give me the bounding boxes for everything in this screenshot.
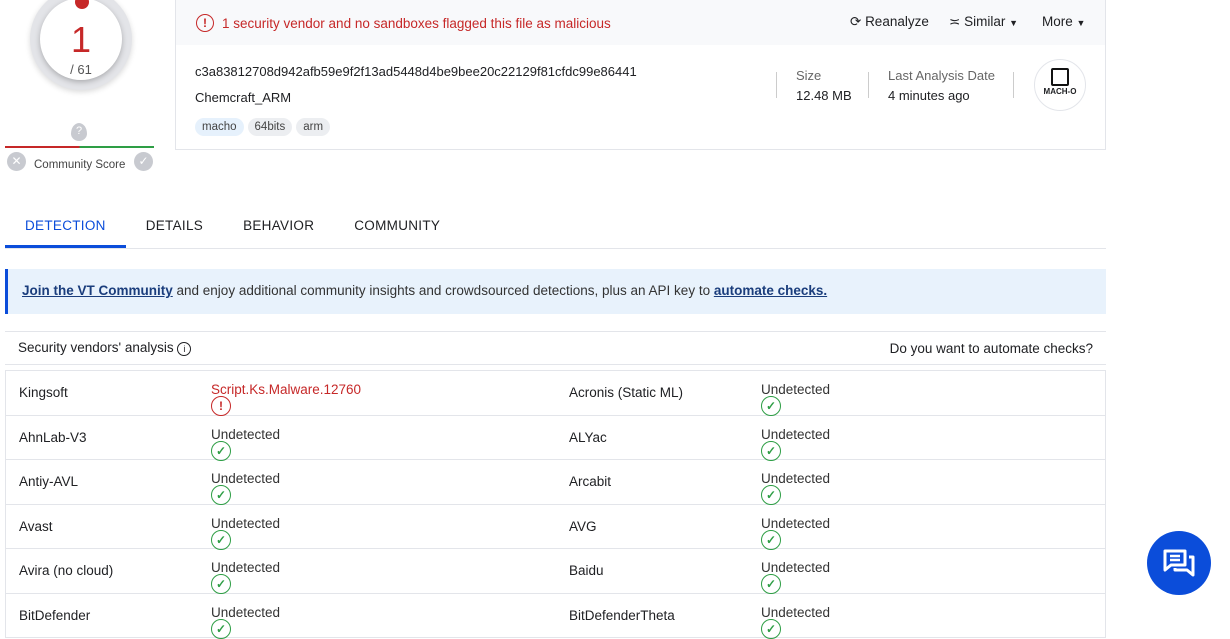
vendor-name: Acronis (Static ML) — [569, 385, 684, 400]
vendor-name: AVG — [569, 518, 597, 534]
vendor-name: BitDefender — [19, 607, 91, 623]
alert-icon: ! — [196, 14, 214, 32]
detection-result: ✓ Undetected — [761, 516, 830, 550]
tab-detection[interactable]: DETECTION — [5, 205, 126, 248]
divider — [776, 72, 777, 98]
analysis-header: Security vendors' analysis i Do you want… — [5, 331, 1106, 365]
reanalyze-button[interactable]: ⟳ Reanalyze — [850, 14, 929, 29]
check-circle-icon: ✓ — [761, 618, 781, 639]
more-button[interactable]: More ▼ — [1042, 14, 1086, 29]
tag[interactable]: arm — [296, 118, 331, 136]
table-row: Kingsoft ! Script.Ks.Malware.12760 Acronis… — [6, 371, 1105, 416]
detection-result: ✓ Undetected — [761, 382, 830, 416]
chat-icon — [1163, 549, 1195, 577]
vendor-name: ALYac — [569, 429, 607, 445]
last-analysis-date: 4 minutes ago — [888, 88, 970, 103]
vendor-name: BitDefenderTheta — [569, 607, 675, 623]
vendor-name: Antiy-AVL — [19, 474, 79, 489]
automate-checks-prompt[interactable]: Do you want to automate checks? — [889, 340, 1093, 356]
check-circle-icon: ✓ — [761, 396, 781, 416]
community-score-marker-icon: ? — [71, 123, 87, 141]
file-tags: macho 64bits arm — [195, 118, 334, 136]
detection-result: ! Script.Ks.Malware.12760 — [211, 382, 361, 416]
vendor-name: Avira (no cloud) — [19, 563, 114, 578]
alert-banner: ! 1 security vendor and no sandboxes flag… — [176, 0, 1105, 45]
detection-score: 1 / 61 — [40, 0, 122, 80]
file-name: Chemcraft_ARM — [195, 90, 292, 105]
vendor-name: AhnLab-V3 — [19, 429, 87, 445]
score-indicator-dot — [75, 0, 89, 9]
chat-button[interactable] — [1147, 531, 1211, 595]
check-circle-icon: ✓ — [761, 574, 781, 594]
check-circle-icon: ✓ — [761, 529, 781, 550]
detection-result: ✓ Undetected — [761, 471, 830, 505]
table-row: Antiy-AVL ✓ Undetected Arcabit ✓ Undetected — [6, 460, 1105, 505]
vendor-name: Baidu — [569, 563, 604, 578]
divider — [868, 72, 869, 98]
similar-button[interactable]: ≍ Similar ▼ — [949, 14, 1019, 29]
macho-file-type-icon: MACH-O — [1034, 59, 1086, 111]
community-score-label: Community Score — [34, 159, 126, 171]
alert-icon: ! — [211, 396, 231, 416]
file-summary-card: ! 1 security vendor and no sandboxes flag… — [175, 0, 1106, 150]
tab-community[interactable]: COMMUNITY — [354, 218, 441, 233]
check-circle-icon: ✓ — [211, 529, 231, 550]
detection-result: ✓ Undetected — [761, 560, 830, 594]
file-hash[interactable]: c3a83812708d942afb59e9f2f13ad5448d4be9be… — [195, 64, 637, 79]
tab-bar: DETECTION DETAILS BEHAVIOR COMMUNITY — [5, 205, 1106, 249]
file-size: 12.48 MB — [796, 88, 852, 103]
detection-result: ✓ Undetected — [211, 427, 280, 461]
check-circle-icon: ✓ — [211, 440, 231, 461]
upvote-icon[interactable]: ✓ — [134, 152, 153, 171]
check-circle-icon: ✓ — [211, 485, 231, 505]
join-community-link[interactable]: Join the VT Community — [22, 283, 173, 298]
automate-checks-link[interactable]: automate checks. — [713, 283, 828, 298]
tab-details[interactable]: DETAILS — [145, 218, 204, 233]
vendor-name: Avast — [19, 518, 53, 534]
table-row: Avast ✓ Undetected AVG ✓ Undetected — [6, 505, 1105, 550]
detection-result: ✓ Undetected — [211, 471, 280, 505]
table-row: BitDefender ✓ Undetected BitDefenderTheta … — [6, 594, 1105, 639]
vendor-table: Kingsoft ! Script.Ks.Malware.12760 Acronis… — [5, 370, 1106, 639]
vendor-name: Arcabit — [569, 474, 612, 489]
divider — [1013, 72, 1014, 98]
detection-result: ✓ Undetected — [761, 427, 830, 461]
check-circle-icon: ✓ — [761, 440, 781, 461]
tab-behavior[interactable]: BEHAVIOR — [243, 218, 315, 233]
info-icon[interactable]: i — [177, 342, 192, 356]
downvote-icon[interactable]: ✕ — [7, 152, 26, 171]
community-score-bar — [5, 146, 154, 148]
detection-result: ✓ Undetected — [211, 560, 280, 594]
detection-result: ✓ Undetected — [211, 605, 280, 639]
vendor-name: Kingsoft — [19, 385, 68, 400]
table-row: Avira (no cloud) ✓ Undetected Baidu ✓ Undet… — [6, 549, 1105, 594]
detection-result: ✓ Undetected — [211, 516, 280, 550]
tag[interactable]: 64bits — [247, 118, 293, 136]
check-circle-icon: ✓ — [211, 618, 231, 639]
similar-icon: ≍ — [949, 14, 961, 29]
check-circle-icon: ✓ — [761, 485, 781, 505]
detection-result: ✓ Undetected — [761, 605, 830, 639]
table-row: AhnLab-V3 ✓ Undetected ALYac ✓ Undetected — [6, 416, 1105, 461]
tag[interactable]: macho — [195, 118, 244, 136]
check-circle-icon: ✓ — [211, 574, 231, 594]
community-promo-banner: Join the VT Community and enjoy addition… — [5, 269, 1106, 314]
